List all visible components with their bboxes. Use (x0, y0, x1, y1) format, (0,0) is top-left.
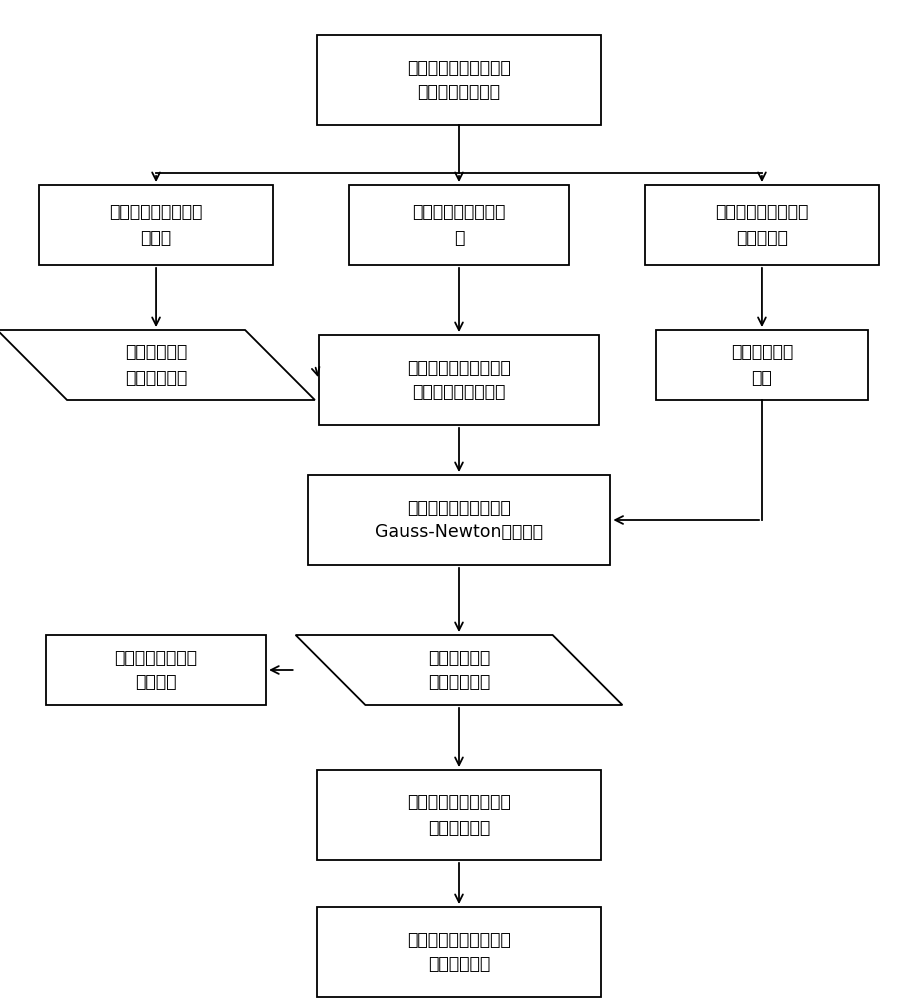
Bar (317, 35, 601, 125)
Text: 调姿系统运动控制实现
飞机机身对接: 调姿系统运动控制实现 飞机机身对接 (407, 930, 511, 974)
Text: 调姿机身段基准点
目标位置: 调姿机身段基准点 目标位置 (115, 648, 197, 692)
Polygon shape (296, 635, 622, 705)
Text: 调姿计算数学
模型: 调姿计算数学 模型 (731, 344, 793, 386)
Bar (39, 185, 274, 265)
Text: 调姿机身旋转
平移变换矩阵: 调姿机身旋转 平移变换矩阵 (125, 344, 187, 386)
Bar (644, 185, 879, 265)
Polygon shape (0, 330, 315, 400)
Text: 计算调姿机身段定位器
接头目标位置: 计算调姿机身段定位器 接头目标位置 (407, 794, 511, 836)
Bar (319, 335, 599, 425)
Bar (308, 475, 610, 565)
Text: 调姿机身段定位器接
头初始位置: 调姿机身段定位器接 头初始位置 (715, 204, 809, 246)
Bar (317, 770, 601, 860)
Bar (349, 185, 569, 265)
Text: 调姿机身旋转
平移变换矩阵: 调姿机身旋转 平移变换矩阵 (428, 648, 490, 692)
Text: 固定机身段基准点位
置: 固定机身段基准点位 置 (412, 204, 506, 246)
Text: 建立端面基准点匹配及
直线度匹配目标函数: 建立端面基准点匹配及 直线度匹配目标函数 (407, 359, 511, 401)
Bar (317, 907, 601, 997)
Text: 利用激光跟踪仪测量机
身基准点位置坐标: 利用激光跟踪仪测量机 身基准点位置坐标 (407, 58, 511, 102)
Text: 机身对接调姿计算模型
Gauss-Newton迭代算法: 机身对接调姿计算模型 Gauss-Newton迭代算法 (375, 498, 543, 542)
Bar (46, 635, 266, 705)
Text: 调姿机身段基准点初
始位置: 调姿机身段基准点初 始位置 (109, 204, 203, 246)
Bar (656, 330, 868, 400)
